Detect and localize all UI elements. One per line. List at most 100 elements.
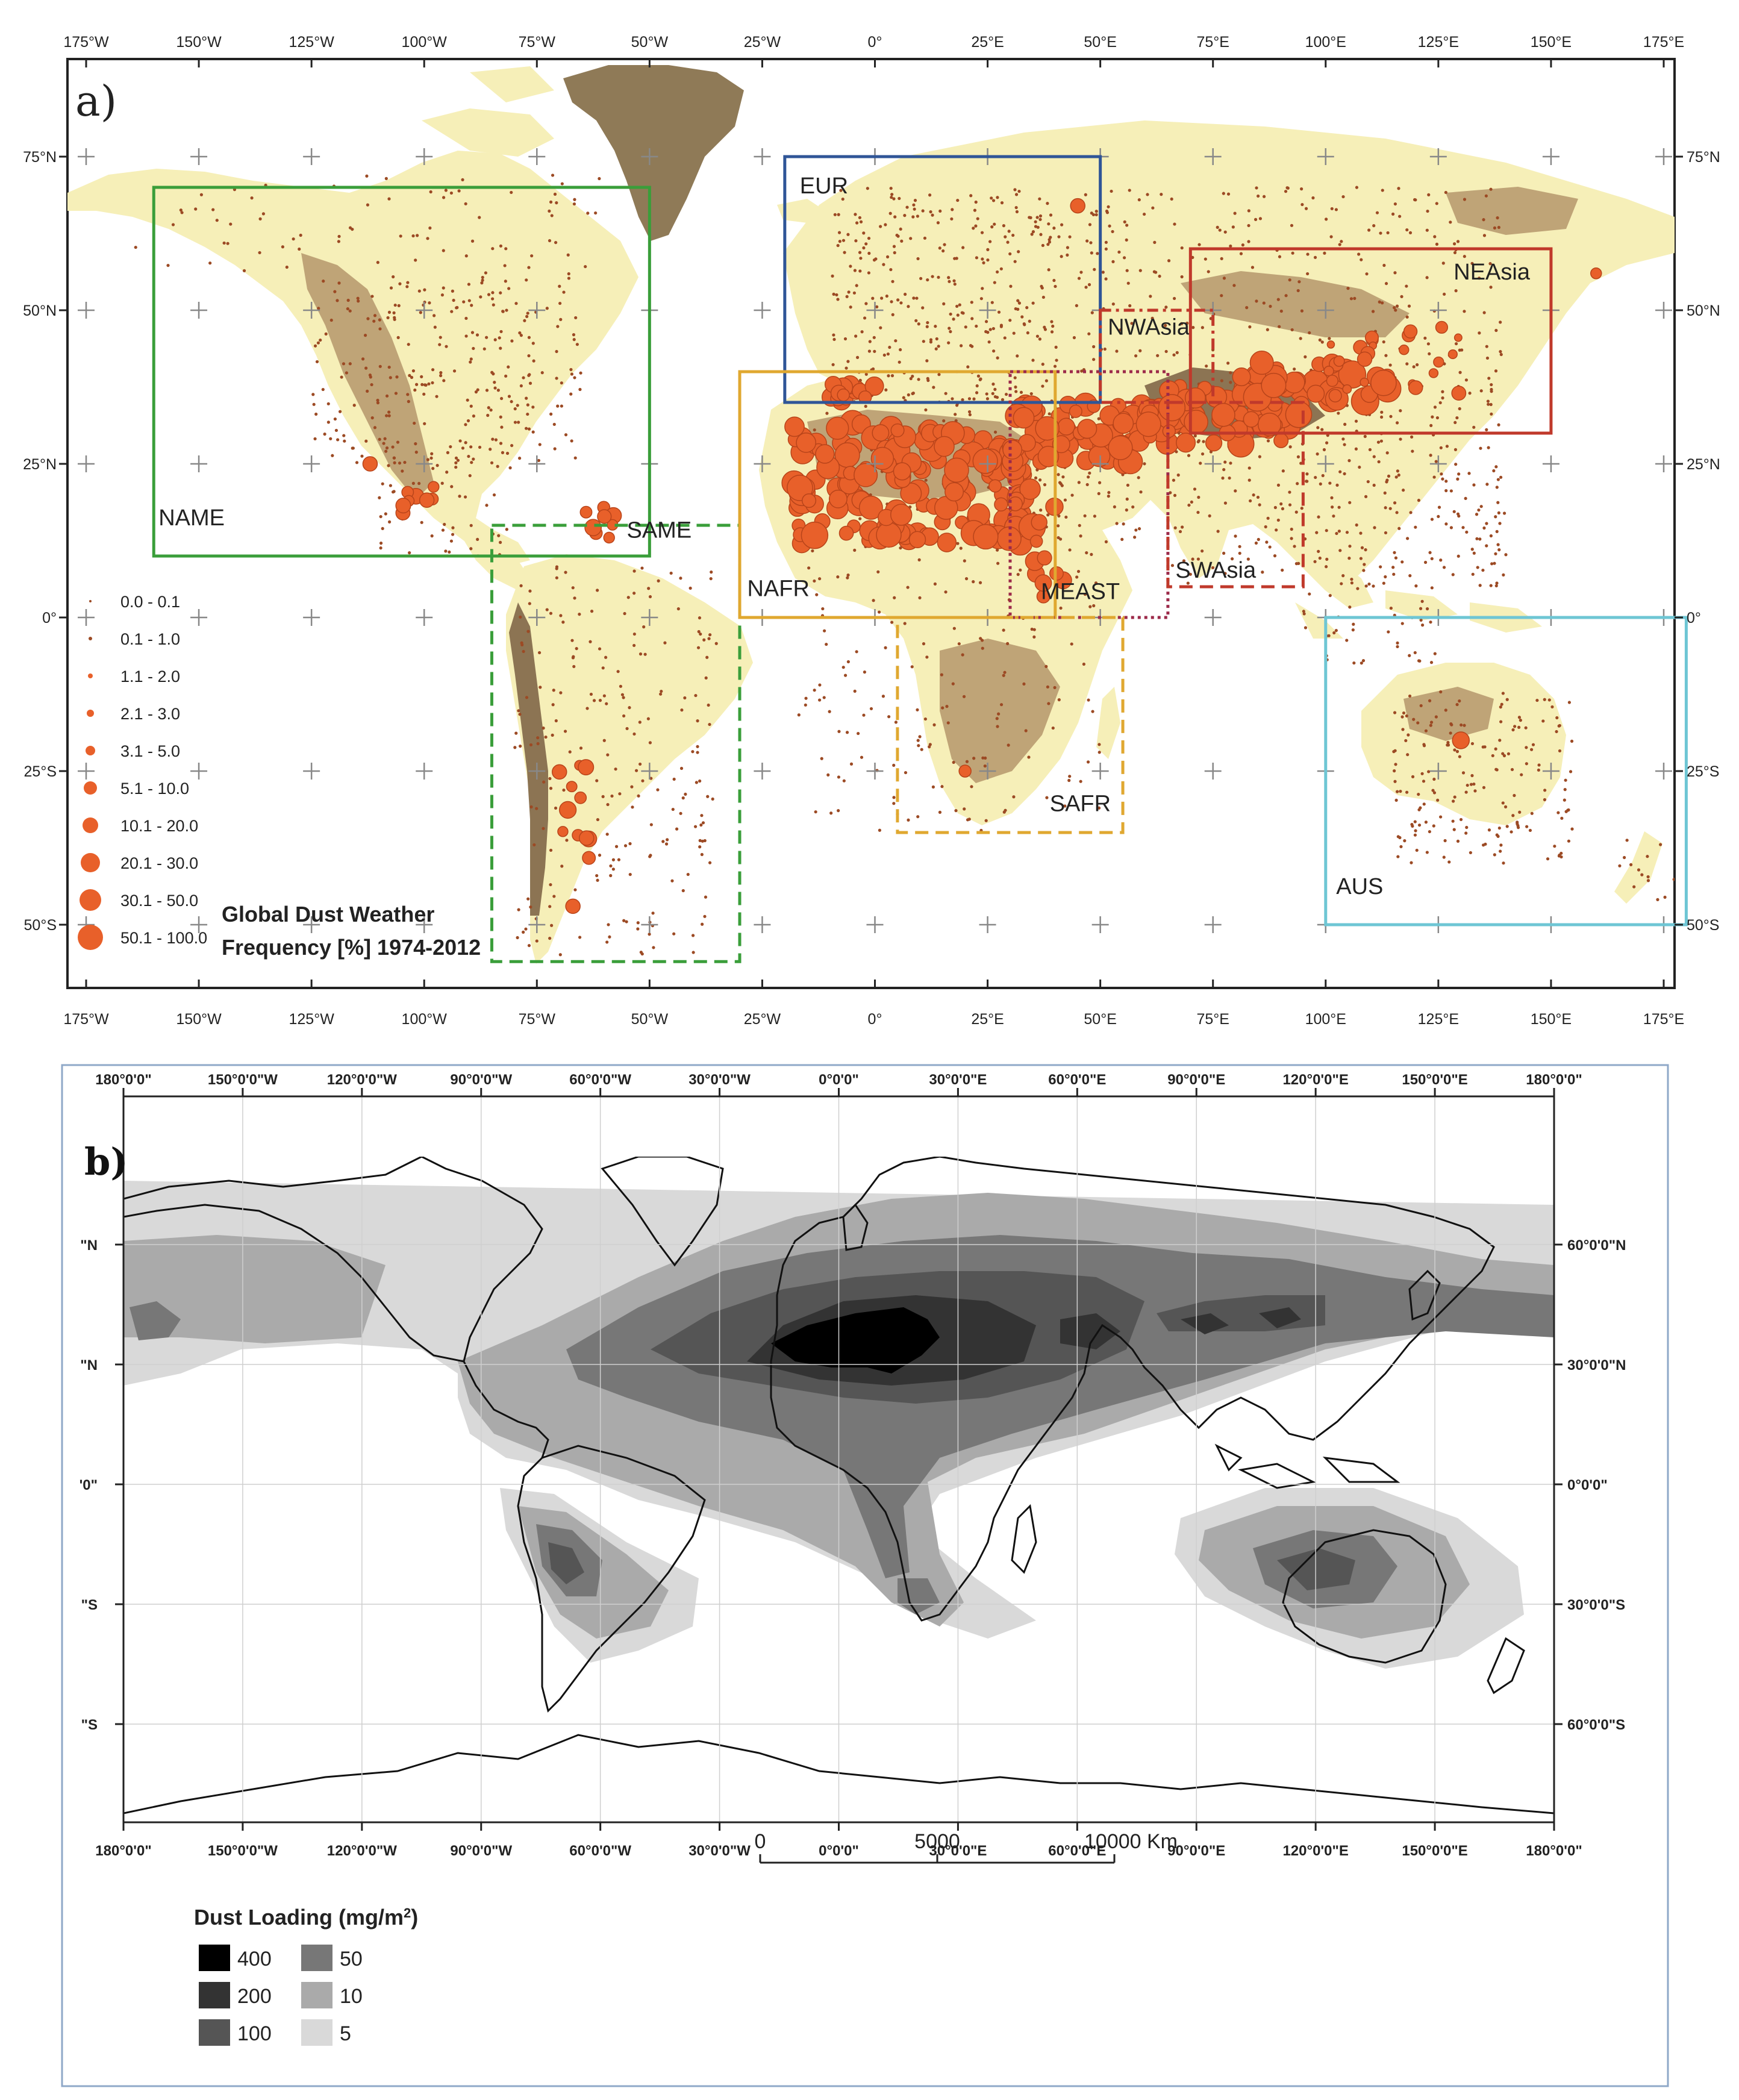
station-dot <box>684 792 687 796</box>
station-dot <box>346 307 349 311</box>
station-dot <box>1218 228 1222 232</box>
station-dot <box>472 457 475 461</box>
station-dot <box>1200 452 1205 456</box>
station-dot <box>1345 639 1349 642</box>
station-dot <box>1035 216 1039 219</box>
station-dot <box>428 301 431 305</box>
lon-label-bottom: 125°W <box>289 1011 334 1028</box>
station-dot <box>1186 581 1190 585</box>
station-dot <box>1446 743 1449 747</box>
station-dot <box>1487 377 1491 380</box>
station-dot <box>1443 292 1446 296</box>
station-dot <box>1038 337 1041 341</box>
station-dot <box>879 225 882 228</box>
station-dot <box>1222 277 1226 280</box>
station-dot <box>1502 511 1506 515</box>
station-dot <box>1567 701 1572 704</box>
station-dot <box>1104 240 1108 244</box>
station-dot <box>631 805 634 809</box>
station-dot <box>510 339 514 343</box>
station-dot <box>1143 462 1146 466</box>
station-dot <box>1223 501 1228 505</box>
station-dot <box>1550 705 1554 709</box>
station-dot <box>882 353 886 357</box>
station-dot <box>1032 635 1036 639</box>
station-dot <box>1346 287 1350 290</box>
station-dot <box>1463 198 1467 201</box>
lon-label-bottom: 150°0'0"E <box>1402 1843 1467 1859</box>
station-dot <box>1432 791 1437 795</box>
station-dot <box>1004 808 1007 812</box>
station-dot <box>857 731 860 736</box>
station-dot <box>893 215 897 219</box>
station-dot <box>937 373 941 377</box>
station-dot <box>601 795 605 798</box>
station-dot <box>1386 231 1390 235</box>
station-dot <box>556 325 560 328</box>
station-dot <box>601 666 605 670</box>
station-dot <box>516 936 519 940</box>
station-dot <box>890 193 894 196</box>
legend-a-class-label: 30.1 - 50.0 <box>120 892 198 910</box>
station-dot <box>926 320 929 325</box>
station-dot <box>972 397 976 401</box>
station-dot <box>1428 551 1432 554</box>
station-dot <box>479 295 482 299</box>
station-dot <box>990 196 993 200</box>
station-dot <box>1080 369 1084 373</box>
station-dot <box>337 281 341 285</box>
station-dot <box>926 378 930 383</box>
station-dot <box>1247 223 1250 228</box>
station-dot <box>845 295 849 298</box>
station-dot <box>917 378 920 381</box>
station-dot <box>1482 234 1487 237</box>
station-dot <box>1079 270 1083 274</box>
station-dot <box>531 430 535 434</box>
station-dot <box>1384 282 1388 286</box>
legend-b-class-label: 5 <box>340 2022 351 2045</box>
station-dot <box>1419 618 1423 622</box>
station-dot <box>439 336 442 339</box>
station-dot <box>387 464 390 467</box>
station-dot <box>898 196 901 201</box>
station-dot <box>1489 534 1493 538</box>
station-dot <box>995 548 999 552</box>
station-dot <box>804 696 808 700</box>
station-dot <box>443 522 446 527</box>
station-dot <box>1105 211 1110 214</box>
station-dot <box>1057 514 1061 518</box>
station-dot <box>573 456 577 460</box>
station-dot <box>638 762 642 766</box>
station-dot <box>961 653 964 657</box>
station-dot <box>1397 473 1400 477</box>
dust-marker <box>1323 366 1334 377</box>
station-dot <box>1393 551 1396 554</box>
station-dot <box>1435 242 1439 246</box>
station-dot <box>1126 483 1130 487</box>
central-america <box>458 530 530 590</box>
dust-marker <box>1357 351 1373 367</box>
station-dot <box>920 748 923 751</box>
station-dot <box>379 546 382 550</box>
station-dot <box>396 440 400 444</box>
station-dot <box>646 717 650 720</box>
station-dot <box>888 211 892 215</box>
station-dot <box>416 234 419 237</box>
station-dot <box>411 369 415 373</box>
station-dot <box>1393 306 1396 310</box>
station-dot <box>1053 364 1057 368</box>
station-dot <box>835 293 838 297</box>
station-dot <box>610 794 614 798</box>
station-dot <box>428 226 432 230</box>
station-dot <box>1481 568 1485 572</box>
station-dot <box>520 641 523 645</box>
lon-label-bottom: 90°0'0"W <box>450 1843 512 1859</box>
station-dot <box>441 528 445 532</box>
grid-cross <box>866 763 884 780</box>
station-dot <box>348 226 352 230</box>
station-dot <box>435 395 439 398</box>
station-dot <box>894 720 898 724</box>
lat-label-right: 25°N <box>1687 456 1720 473</box>
station-dot <box>1547 698 1551 702</box>
panel-a-label: a) <box>75 77 117 126</box>
